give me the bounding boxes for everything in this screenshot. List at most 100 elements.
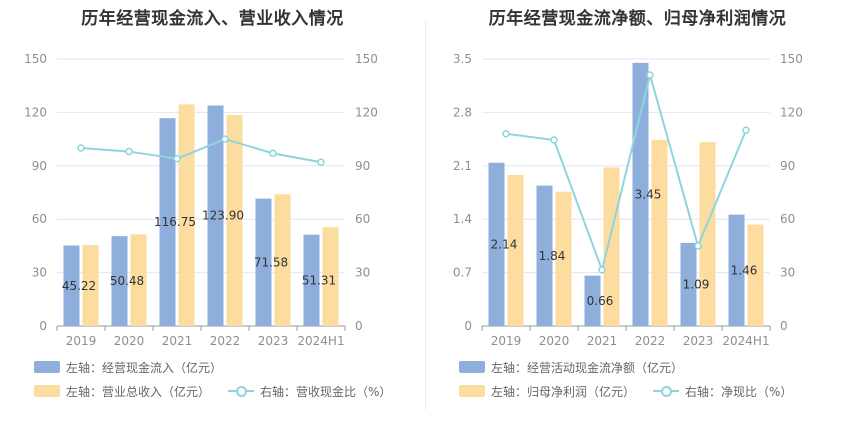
line-point	[221, 135, 229, 143]
legend-swatch-bar2	[459, 385, 485, 397]
x-tick-label: 2022	[635, 334, 666, 348]
line-point	[742, 126, 750, 134]
bar-series-2	[651, 139, 668, 326]
x-tick-label: 2021	[162, 334, 193, 348]
x-tick-label: 2021	[587, 334, 618, 348]
chart-panel-cash-inflow-revenue: 历年经营现金流入、营业收入情况 0 0 30 30 60 60 90 90 120 120 150 1…	[24, 9, 409, 399]
y-left-tick-label: 120	[24, 105, 47, 119]
legend-item-series-2[interactable]: 左轴：营业总收入（亿元）	[34, 383, 210, 400]
y-right-tick-label: 30	[780, 266, 795, 280]
line-point	[598, 266, 606, 274]
bar-series-2	[603, 167, 620, 326]
x-tick-label: 2024H1	[297, 334, 344, 348]
data-label: 45.22	[62, 279, 96, 293]
bar-series-2	[178, 104, 195, 326]
x-tick-label: 2024H1	[722, 334, 769, 348]
y-right-tick-label: 0	[355, 319, 363, 333]
bar-series-2	[226, 115, 243, 326]
legend-item-series-1[interactable]: 左轴：经营现金流入（亿元）	[34, 359, 222, 376]
y-left-tick-label: 3.5	[453, 52, 472, 66]
line-point	[269, 149, 277, 158]
chart-title: 历年经营现金流净额、归母净利润情况	[488, 9, 787, 29]
bar-series-1	[159, 118, 176, 326]
legend-row-1: 左轴：经营现金流入（亿元）	[34, 359, 240, 375]
y-left-tick-label: 30	[32, 266, 47, 280]
y-left-tick-label: 2.1	[453, 159, 472, 173]
y-right-tick-label: 60	[780, 212, 795, 226]
legend-label: 左轴：经营现金流入（亿元）	[66, 360, 223, 375]
bar-series-1	[255, 198, 272, 326]
y-right-tick-label: 120	[780, 105, 803, 119]
line-point	[77, 144, 85, 152]
y-left-tick-label: 1.4	[453, 212, 472, 226]
legend-swatch-line	[228, 385, 255, 397]
y-right-tick-label: 0	[780, 319, 788, 333]
y-left-tick-label: 0.7	[453, 266, 472, 280]
bar-series-1	[536, 185, 553, 326]
line-point	[646, 71, 654, 79]
y-left-tick-label: 150	[24, 52, 47, 66]
legend-row-2: 左轴：营业总收入（亿元） 右轴：营收现金比（%）	[34, 383, 409, 399]
data-label: 123.90	[202, 209, 244, 223]
legend-item-series-3[interactable]: 右轴：营收现金比（%）	[228, 383, 391, 400]
line-point	[502, 130, 510, 138]
legend-label: 左轴：归母净利润（亿元）	[491, 384, 636, 399]
x-tick-label: 2023	[258, 334, 289, 348]
x-tick-label: 2020	[114, 334, 145, 348]
data-label: 50.48	[110, 274, 144, 288]
y-right-tick-label: 90	[355, 159, 370, 173]
bar-series-1	[728, 214, 745, 326]
line-point	[125, 147, 133, 156]
bar-series-1	[488, 162, 505, 326]
bar-series-2	[130, 234, 147, 326]
data-label: 1.09	[683, 277, 710, 291]
legend-swatch-bar1	[459, 361, 485, 373]
legend-item-series-1[interactable]: 左轴：经营活动现金流净额（亿元）	[459, 359, 683, 376]
legend-label: 右轴：净现比（%）	[685, 384, 793, 399]
bar-series-2	[82, 245, 99, 326]
data-label: 71.58	[254, 255, 288, 269]
y-left-tick-label: 90	[32, 159, 47, 173]
bar-series-1	[207, 105, 224, 326]
chart-panel-net-cash-profit: 历年经营现金流净额、归母净利润情况 0 0 0.7 30 1.4 60 2.1 90 2.8 12…	[425, 0, 850, 437]
data-label: 1.84	[539, 249, 566, 263]
legend-label: 右轴：营收现金比（%）	[260, 384, 392, 399]
bar-series-2	[274, 194, 291, 326]
chart-plot-area: 0 0 30 30 60 60 90 90 120 120 150 150 2019 2020 2021 20…	[24, 52, 378, 348]
bar-series-2	[747, 224, 764, 326]
y-left-tick-label: 0	[39, 319, 47, 333]
y-right-tick-label: 60	[355, 212, 370, 226]
legend-swatch-line	[653, 385, 680, 397]
data-label: 51.31	[302, 273, 336, 287]
data-label: 0.66	[587, 294, 614, 308]
bar-series-1	[63, 245, 80, 326]
data-label: 3.45	[635, 187, 662, 201]
line-point	[694, 242, 702, 250]
bar-series-2	[699, 142, 716, 326]
x-tick-label: 2022	[210, 334, 241, 348]
bar-series-1	[111, 236, 128, 326]
y-left-tick-label: 0	[464, 319, 472, 333]
legend-item-series-2[interactable]: 左轴：归母净利润（亿元）	[459, 383, 635, 400]
data-label: 2.14	[491, 237, 518, 251]
data-label: 1.46	[731, 263, 758, 277]
line-series	[505, 71, 747, 274]
y-right-tick-label: 90	[780, 159, 795, 173]
y-right-tick-label: 30	[355, 266, 370, 280]
y-left-tick-label: 2.8	[453, 105, 472, 119]
y-right-tick-label: 150	[780, 52, 803, 66]
legend-row-1: 左轴：经营活动现金流净额（亿元）	[459, 359, 701, 375]
panel-divider	[425, 20, 426, 410]
legend-swatch-bar1	[34, 361, 60, 373]
line-series	[80, 138, 322, 164]
y-left-tick-label: 60	[32, 212, 47, 226]
bar-series-2	[555, 191, 572, 326]
y-right-tick-label: 150	[355, 52, 378, 66]
chart-title: 历年经营现金流入、营业收入情况	[81, 9, 344, 29]
legend-item-series-3[interactable]: 右轴：净现比（%）	[653, 383, 792, 400]
x-tick-label: 2019	[491, 334, 522, 348]
x-tick-label: 2023	[683, 334, 714, 348]
bar-series-2	[507, 174, 524, 326]
line-point	[173, 154, 181, 163]
line-point	[317, 158, 325, 166]
